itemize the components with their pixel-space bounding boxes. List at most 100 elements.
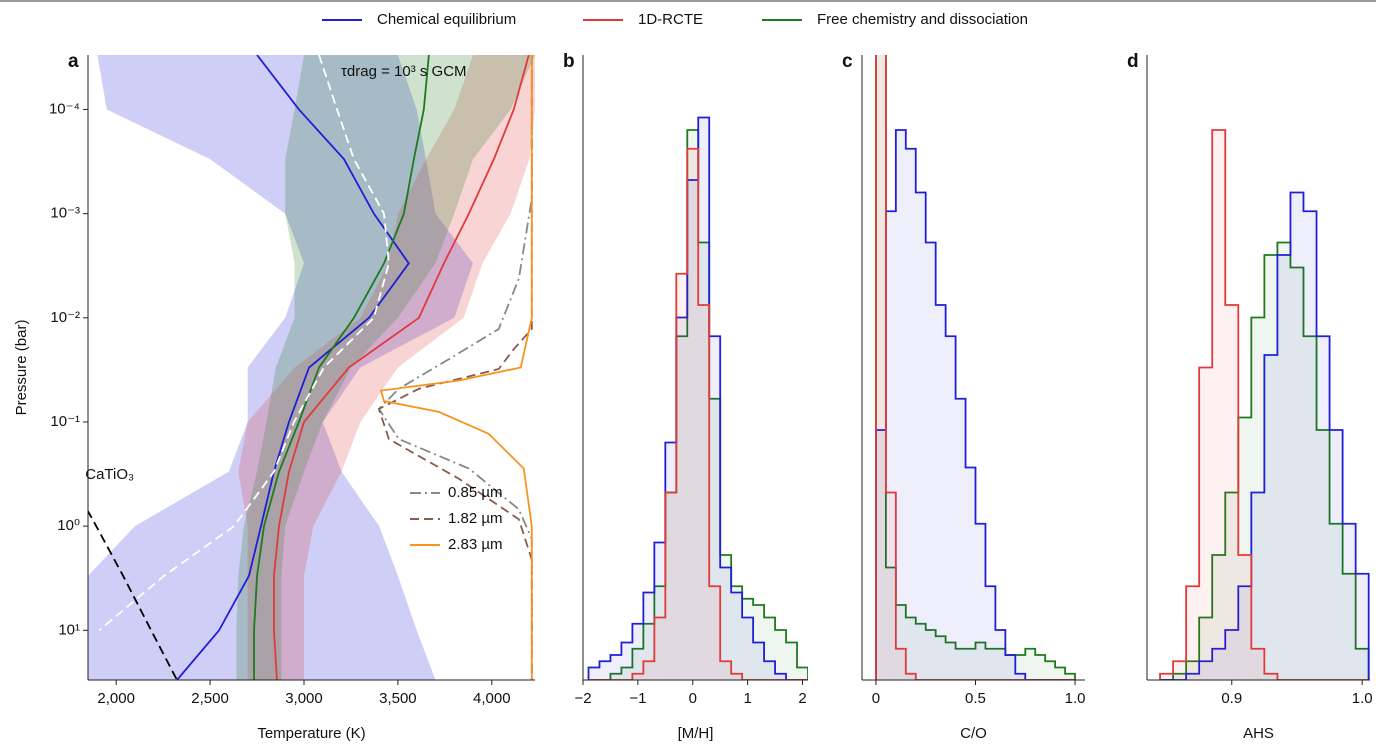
histogram-bar bbox=[975, 642, 986, 680]
histogram-bar bbox=[1225, 630, 1239, 680]
histogram-bar bbox=[885, 492, 896, 680]
histogram-bar bbox=[1199, 617, 1213, 680]
histogram-bar bbox=[1277, 255, 1291, 680]
histogram-bar bbox=[643, 592, 655, 680]
x-tick-label: 0.9 bbox=[1221, 690, 1242, 707]
histogram-bar bbox=[955, 648, 966, 680]
legend-label: Free chemistry and dissociation bbox=[817, 11, 1028, 28]
histogram-bar bbox=[1212, 648, 1226, 680]
histogram-bar bbox=[1251, 317, 1265, 680]
histogram-bar bbox=[1045, 661, 1056, 680]
histogram-bar bbox=[775, 673, 787, 680]
histogram-bar bbox=[775, 630, 787, 680]
histogram-bar bbox=[742, 598, 754, 680]
plot-area bbox=[875, 55, 1076, 680]
x-axis-label: Temperature (K) bbox=[257, 725, 365, 742]
histogram-bar bbox=[1355, 648, 1369, 680]
histogram-bar bbox=[995, 630, 1006, 680]
histogram-bar bbox=[885, 211, 896, 680]
histogram-bar bbox=[905, 673, 916, 680]
histogram-bar bbox=[1186, 661, 1200, 680]
histogram-bar bbox=[925, 242, 936, 680]
histogram-bar bbox=[885, 567, 896, 680]
x-tick-label: 3,000 bbox=[285, 690, 323, 707]
histogram-bar bbox=[1316, 336, 1330, 680]
histogram-bar bbox=[965, 467, 976, 680]
y-tick-label: 10⁰ bbox=[57, 517, 80, 534]
histogram-bar bbox=[698, 305, 710, 680]
histogram-bar bbox=[698, 242, 710, 680]
histogram-bar bbox=[1065, 673, 1076, 680]
profile-line bbox=[379, 55, 533, 680]
uncertainty-band bbox=[236, 55, 535, 680]
histogram-bar bbox=[1225, 305, 1239, 680]
histogram-outline bbox=[1160, 191, 1370, 680]
histogram-bar bbox=[985, 648, 996, 680]
histogram-bar bbox=[1329, 430, 1343, 680]
panel-label: b bbox=[563, 51, 575, 72]
histogram-bar bbox=[1329, 523, 1343, 680]
histogram-bar bbox=[797, 667, 808, 680]
histogram-bar bbox=[731, 673, 743, 680]
histogram-bar bbox=[731, 592, 743, 680]
profile-line bbox=[273, 55, 530, 680]
x-axis-label: [M/H] bbox=[678, 725, 714, 742]
histogram-bar bbox=[1251, 492, 1265, 680]
histogram-bar bbox=[1225, 492, 1239, 680]
histogram-bar bbox=[985, 586, 996, 680]
plot-area bbox=[1159, 129, 1370, 680]
histogram-bar bbox=[709, 586, 721, 680]
histogram-bar bbox=[632, 673, 644, 680]
histogram-bar bbox=[709, 336, 721, 680]
histogram-bar bbox=[654, 542, 666, 680]
histogram-bar bbox=[875, 55, 886, 680]
histogram-bar bbox=[632, 623, 644, 680]
x-tick-label: 0 bbox=[872, 690, 880, 707]
histogram-bar bbox=[1238, 555, 1252, 680]
histogram-bar bbox=[720, 555, 732, 680]
histogram-bar bbox=[1199, 367, 1213, 680]
histogram-bar bbox=[945, 642, 956, 680]
histogram-bar bbox=[1173, 673, 1187, 680]
profile-line bbox=[377, 55, 533, 680]
histogram-bar bbox=[995, 648, 1006, 680]
x-tick-label: 1.0 bbox=[1352, 690, 1373, 707]
x-tick-label: 2 bbox=[798, 690, 806, 707]
histogram-bar bbox=[731, 586, 743, 680]
histogram-outline bbox=[875, 55, 1076, 680]
histogram-bar bbox=[1035, 655, 1046, 680]
histogram-bar bbox=[1342, 523, 1356, 680]
histogram-bar bbox=[1005, 655, 1016, 680]
profile-line bbox=[88, 509, 178, 680]
histogram-bar bbox=[720, 661, 732, 680]
histogram-bar bbox=[764, 617, 776, 680]
histogram-bar bbox=[895, 130, 906, 680]
histogram-bar bbox=[1160, 673, 1174, 680]
histogram-bar bbox=[1186, 586, 1200, 680]
x-axis-label: AHS bbox=[1243, 725, 1274, 742]
histogram-bar bbox=[915, 192, 926, 680]
histogram-bar bbox=[1199, 661, 1213, 680]
histogram-bar bbox=[665, 442, 677, 680]
histogram-bar bbox=[610, 655, 622, 680]
histogram-bar bbox=[786, 642, 798, 680]
histogram-bar bbox=[599, 661, 611, 680]
y-tick-label: 10⁻¹ bbox=[50, 413, 80, 430]
x-tick-label: −2 bbox=[574, 690, 591, 707]
y-tick-label: 10⁻⁴ bbox=[49, 100, 80, 117]
uncertainty-band bbox=[88, 55, 474, 680]
uncertainty-band bbox=[238, 55, 535, 680]
histogram-bar bbox=[1290, 267, 1304, 680]
histogram-bar bbox=[643, 661, 655, 680]
plot-area bbox=[88, 55, 535, 680]
histogram-outline bbox=[1159, 129, 1369, 680]
histogram-bar bbox=[1290, 192, 1304, 680]
histogram-bar bbox=[955, 398, 966, 680]
histogram-bar bbox=[676, 273, 688, 680]
legend-label: 1.82 µm bbox=[448, 510, 503, 527]
histogram-bar bbox=[665, 492, 677, 680]
histogram-bar bbox=[698, 117, 710, 680]
x-tick-label: −1 bbox=[629, 690, 646, 707]
x-tick-label: 4,000 bbox=[473, 690, 511, 707]
